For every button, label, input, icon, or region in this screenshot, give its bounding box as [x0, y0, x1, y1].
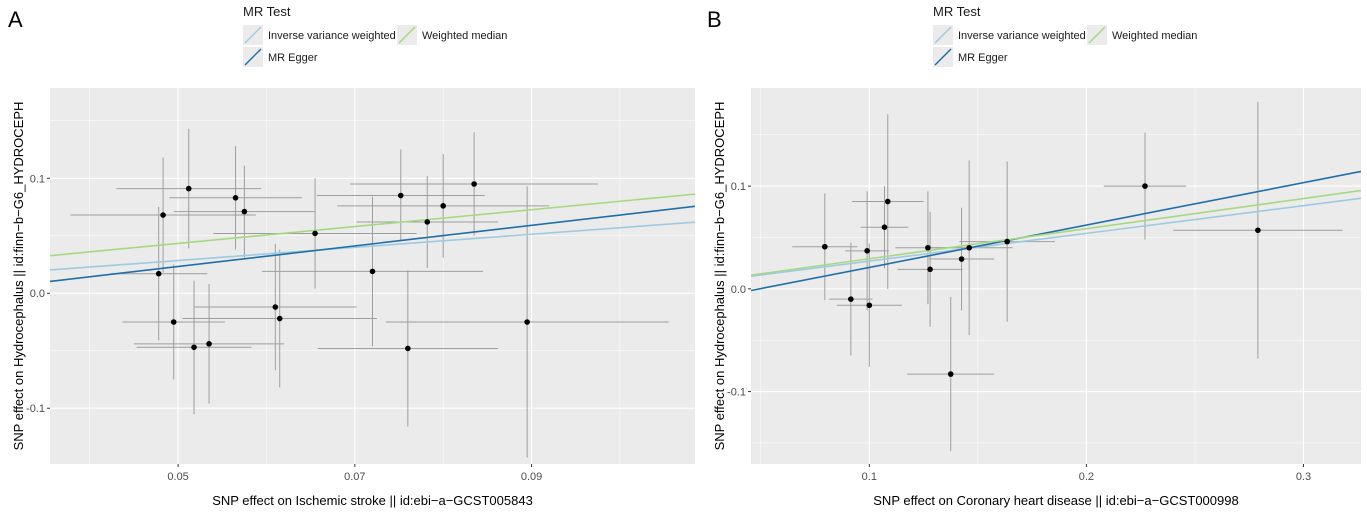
legend-label: Weighted median — [422, 30, 507, 42]
x-tick-label: 0.3 — [1296, 471, 1311, 483]
data-point — [233, 195, 239, 201]
data-point — [1004, 239, 1010, 245]
data-point — [966, 245, 972, 251]
y-tick-label: 0.1 — [731, 181, 746, 193]
legend-item: Inverse variance weighted — [933, 25, 1086, 45]
legend-item: MR Egger — [243, 47, 318, 67]
data-point — [171, 319, 177, 325]
legend-label: Inverse variance weighted — [268, 30, 396, 42]
y-tick-label: -0.1 — [26, 403, 45, 415]
data-point — [277, 316, 283, 322]
data-point — [848, 296, 854, 302]
data-point — [398, 193, 404, 199]
legend-item: Weighted median — [1087, 25, 1197, 45]
legend-title: MR Test — [243, 4, 291, 19]
data-point — [405, 346, 411, 352]
plot-panel-background — [751, 88, 1361, 464]
data-point — [925, 245, 931, 251]
y-axis-title: SNP effect on Hydrocephalus || id:finn−b… — [11, 102, 26, 451]
legend: MR Test Inverse variance weighted Weighted… — [243, 4, 507, 67]
legend-item: Inverse variance weighted — [243, 25, 396, 45]
panel-letter: B — [707, 7, 722, 32]
y-tick-label: 0.0 — [731, 284, 746, 296]
data-point — [370, 269, 376, 275]
data-point — [959, 256, 965, 262]
data-point — [312, 231, 318, 237]
data-point — [160, 212, 166, 218]
x-tick-label: 0.05 — [167, 471, 188, 483]
y-tick-label: 0.0 — [30, 288, 45, 300]
chart-panel-a: A MR Test Inverse variance weighted Weighte… — [8, 4, 695, 508]
y-tick-label: -0.1 — [727, 387, 746, 399]
data-point — [424, 219, 430, 225]
data-point — [822, 244, 828, 250]
data-point — [948, 371, 954, 377]
data-point — [524, 319, 530, 325]
legend-label: MR Egger — [958, 52, 1008, 64]
data-point — [440, 203, 446, 209]
data-point — [156, 271, 162, 277]
legend-title: MR Test — [933, 4, 981, 19]
data-point — [1255, 227, 1261, 233]
x-tick-label: 0.2 — [1079, 471, 1094, 483]
x-axis-title: SNP effect on Ischemic stroke || id:ebi−… — [212, 493, 533, 508]
data-point — [885, 199, 891, 205]
data-point — [242, 209, 248, 215]
legend-item: MR Egger — [933, 47, 1008, 67]
x-tick-label: 0.1 — [862, 471, 877, 483]
legend-label: Inverse variance weighted — [958, 30, 1086, 42]
data-point — [1142, 183, 1148, 189]
data-point — [273, 304, 279, 310]
x-tick-label: 0.07 — [344, 471, 365, 483]
mr-scatter-figure: A MR Test Inverse variance weighted Weighte… — [0, 0, 1367, 517]
legend-label: MR Egger — [268, 52, 318, 64]
y-tick-label: 0.1 — [30, 173, 45, 185]
legend-item: Weighted median — [397, 25, 507, 45]
data-point — [927, 267, 933, 273]
data-point — [206, 341, 212, 347]
data-point — [864, 248, 870, 254]
x-axis-title: SNP effect on Coronary heart disease || … — [873, 493, 1238, 508]
chart-panel-b: B MR Test Inverse variance weighted Weighte… — [707, 4, 1361, 508]
data-point — [471, 181, 477, 187]
x-tick-label: 0.09 — [521, 471, 542, 483]
panel-letter: A — [8, 7, 23, 32]
legend-label: Weighted median — [1112, 30, 1197, 42]
data-point — [882, 224, 888, 230]
data-point — [191, 344, 197, 350]
data-point — [186, 186, 192, 192]
data-point — [867, 302, 873, 308]
legend: MR Test Inverse variance weighted Weighted… — [933, 4, 1197, 67]
y-axis-title: SNP effect on Hydrocephalus || id:finn−b… — [712, 102, 727, 451]
